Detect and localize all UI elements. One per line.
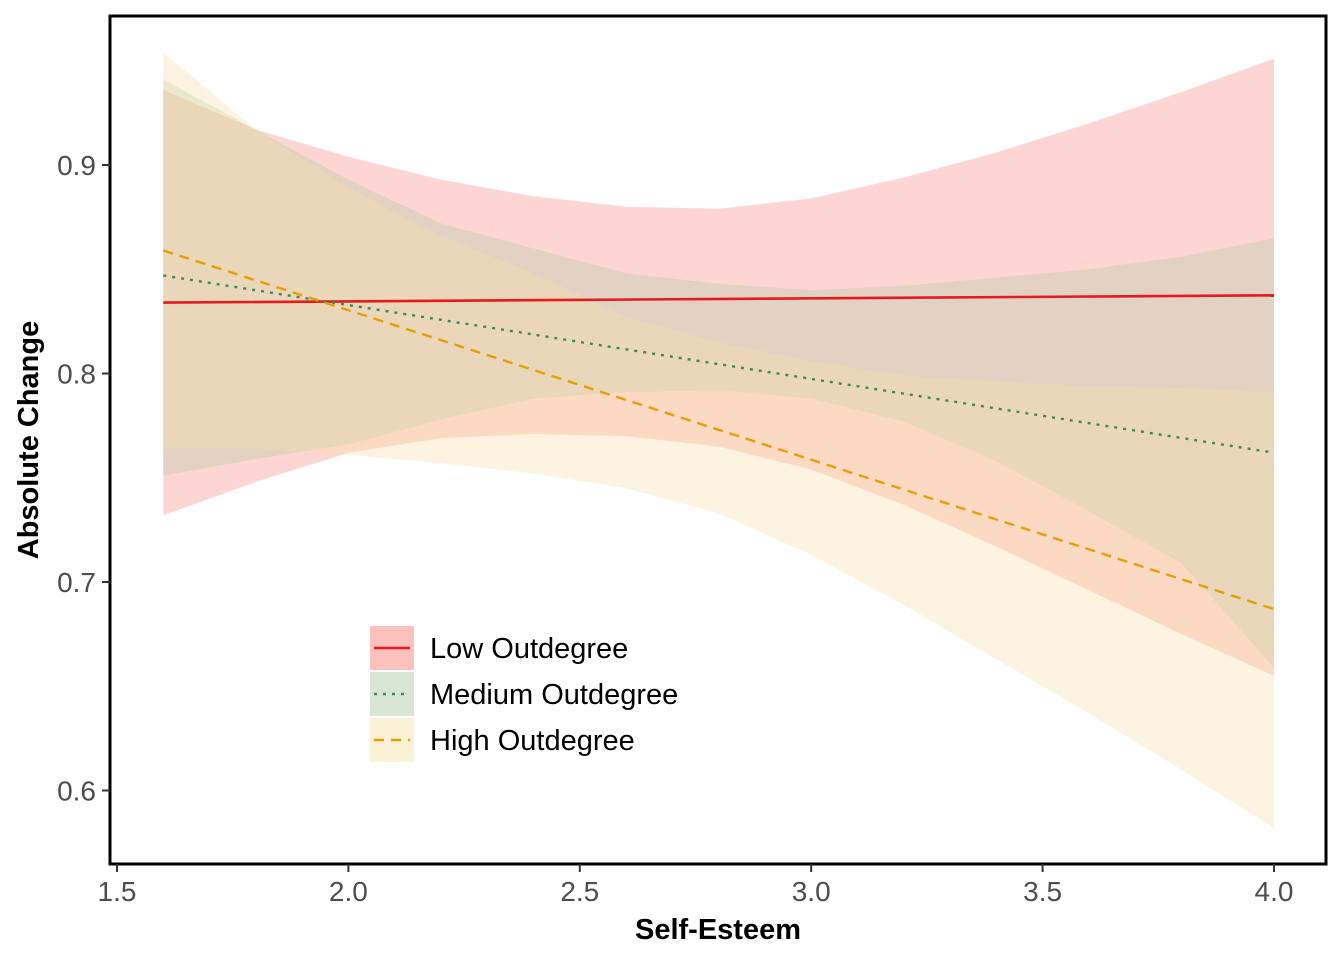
legend-item-high-outdegree: High Outdegree <box>370 718 635 762</box>
legend-item-medium-outdegree: Medium Outdegree <box>370 672 678 716</box>
high-outdegree-ci-band <box>163 52 1274 828</box>
high-outdegree-line <box>162 249 1275 611</box>
y-tick-label: 0.6 <box>57 776 96 807</box>
x-tick-label: 3.0 <box>792 876 831 907</box>
legend-item-low-outdegree: Low Outdegree <box>370 626 628 670</box>
y-axis-title: Absolute Change <box>13 321 45 559</box>
x-tick-label: 2.0 <box>329 876 368 907</box>
series-lines <box>162 249 1275 611</box>
x-tick-label: 4.0 <box>1255 876 1294 907</box>
y-axis: 0.6 0.7 0.8 0.9 <box>57 150 110 807</box>
legend: Low Outdegree Medium Outdegree High Outdeg… <box>370 626 678 762</box>
legend-label: Medium Outdegree <box>430 679 678 711</box>
legend-label: Low Outdegree <box>430 633 628 665</box>
x-tick-label: 3.5 <box>1023 876 1062 907</box>
legend-label: High Outdegree <box>430 725 635 757</box>
low-outdegree-ci-band <box>163 58 1274 676</box>
y-tick-label: 0.7 <box>57 567 96 598</box>
x-tick-label: 1.5 <box>98 876 137 907</box>
x-tick-label: 2.5 <box>560 876 599 907</box>
y-tick-label: 0.8 <box>57 359 96 390</box>
medium-outdegree-ci-band <box>163 79 1274 668</box>
medium-outdegree-line <box>163 274 1275 454</box>
x-axis-title: Self-Esteem <box>635 914 801 946</box>
confidence-bands <box>163 52 1274 828</box>
low-outdegree-line <box>163 294 1275 304</box>
plot-panel-border <box>108 14 1328 866</box>
x-axis: 1.5 2.0 2.5 3.0 3.5 4.0 <box>98 864 1294 907</box>
y-tick-label: 0.9 <box>57 150 96 181</box>
